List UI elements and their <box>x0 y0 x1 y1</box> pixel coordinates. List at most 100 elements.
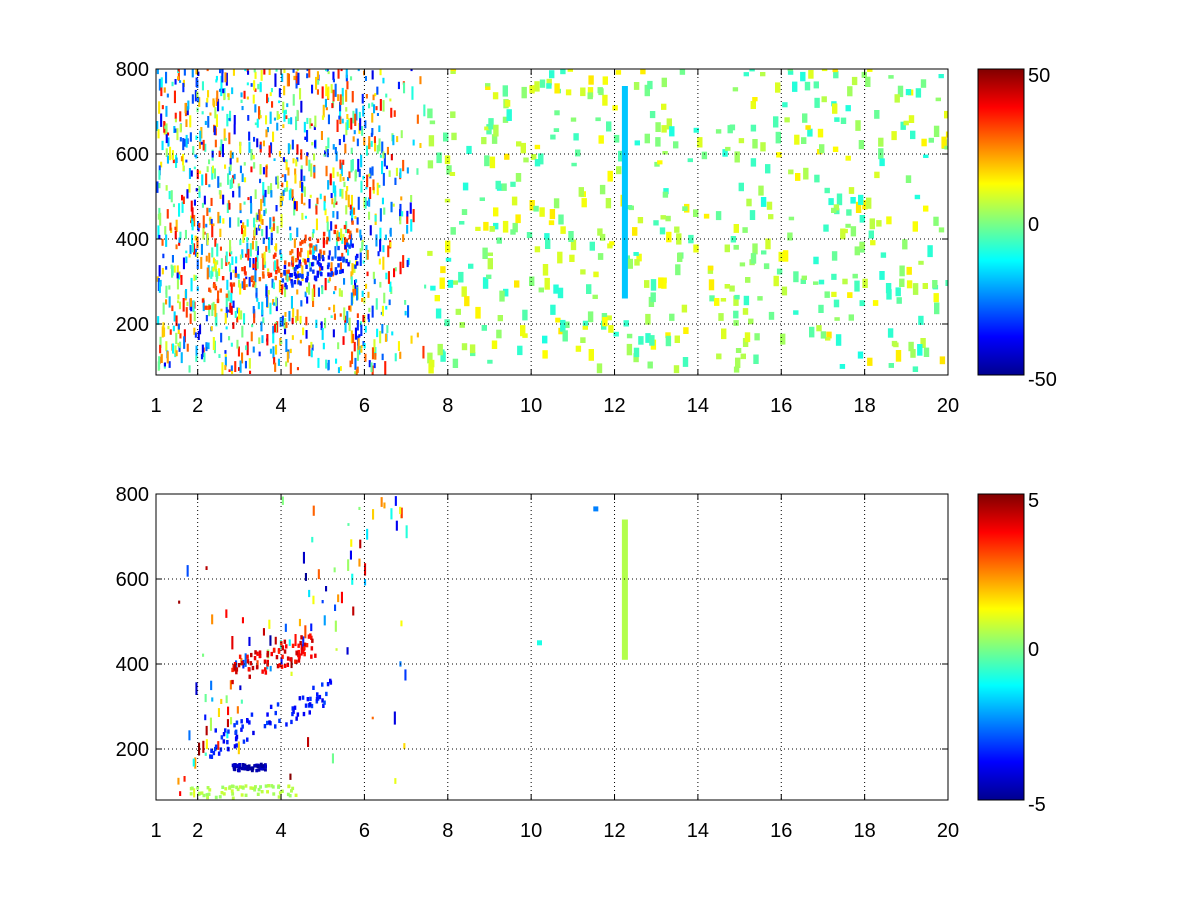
heatmap-cell <box>196 79 199 88</box>
heatmap-cell <box>208 788 212 792</box>
heatmap-cell <box>268 720 271 725</box>
heatmap-cell <box>341 252 344 258</box>
heatmap-cell <box>364 197 367 209</box>
heatmap-cell <box>276 259 279 269</box>
heatmap-cell <box>744 332 751 343</box>
heatmap-cell <box>347 559 350 571</box>
heatmap-cell <box>716 353 722 360</box>
heatmap-cell <box>222 88 225 94</box>
heatmap-cell <box>216 90 219 102</box>
heatmap-cell <box>168 191 171 200</box>
heatmap-cell <box>335 201 338 205</box>
heatmap-cell <box>174 128 177 133</box>
heatmap-cell <box>328 277 331 282</box>
heatmap-cell <box>228 132 231 145</box>
heatmap-cell <box>340 290 343 297</box>
heatmap-cell <box>655 137 661 147</box>
heatmap-cell <box>504 100 511 107</box>
heatmap-cell <box>259 785 262 789</box>
heatmap-cell <box>323 201 326 211</box>
heatmap-cell <box>275 205 278 212</box>
heatmap-cell <box>850 226 857 237</box>
heatmap-cell <box>295 274 298 279</box>
heatmap-cell <box>219 69 222 72</box>
heatmap-cell <box>371 102 374 107</box>
heatmap-cell <box>821 96 827 103</box>
heatmap-cell <box>291 189 294 198</box>
heatmap-cell <box>895 350 902 362</box>
heatmap-cell <box>156 121 159 131</box>
heatmap-cell <box>419 143 422 148</box>
heatmap-cell <box>339 173 342 182</box>
heatmap-cell <box>311 232 314 238</box>
heatmap-cell <box>193 166 196 170</box>
heatmap-cell <box>337 94 340 101</box>
heatmap-cell <box>233 115 236 125</box>
heatmap-cell <box>278 280 281 293</box>
y-tick-label: 200 <box>116 314 149 336</box>
heatmap-cell <box>220 258 223 270</box>
heatmap-cell <box>287 167 290 176</box>
heatmap-cell <box>523 157 529 163</box>
heatmap-cell <box>423 104 426 117</box>
heatmap-cell <box>325 165 328 177</box>
heatmap-cell <box>268 273 271 278</box>
heatmap-cell <box>264 208 267 214</box>
heatmap-cell <box>272 216 275 222</box>
heatmap-cell <box>565 89 572 96</box>
heatmap-cell <box>261 271 265 276</box>
heatmap-cell <box>346 311 349 324</box>
heatmap-cell <box>285 361 288 367</box>
heatmap-cell <box>914 194 921 200</box>
heatmap-cell <box>917 344 923 356</box>
heatmap-cell <box>336 119 339 132</box>
heatmap-cell <box>918 260 924 265</box>
heatmap-cell <box>239 141 242 154</box>
heatmap-cell <box>235 764 239 768</box>
heatmap-cell <box>293 280 297 285</box>
heatmap-cell <box>184 229 187 240</box>
heatmap-cell <box>735 357 741 368</box>
heatmap-cell <box>462 182 469 191</box>
heatmap-cell <box>383 292 386 304</box>
heatmap-cell <box>364 120 367 129</box>
heatmap-cell <box>161 238 164 246</box>
heatmap-cell <box>240 793 244 797</box>
heatmap-cell <box>325 84 328 97</box>
heatmap-cell <box>194 89 197 102</box>
heatmap-cell <box>320 321 323 331</box>
heatmap-cell <box>362 341 365 346</box>
heatmap-cell <box>612 105 618 111</box>
heatmap-cell <box>293 198 296 204</box>
heatmap-cell <box>412 139 415 146</box>
heatmap-cell <box>304 136 307 140</box>
heatmap-cell <box>159 336 162 348</box>
heatmap-cell <box>309 250 312 255</box>
heatmap-cell <box>212 100 215 108</box>
heatmap-cell <box>161 105 164 110</box>
heatmap-cell <box>910 130 916 140</box>
heatmap-cell <box>867 357 873 366</box>
heatmap-cell <box>504 153 510 160</box>
heatmap-cell <box>202 653 205 657</box>
heatmap-cell <box>285 161 288 171</box>
heatmap-cell <box>169 222 172 231</box>
heatmap-cell <box>332 144 335 150</box>
heatmap-cell <box>368 173 371 177</box>
heatmap-cell <box>587 311 594 323</box>
heatmap-cell <box>189 298 192 307</box>
heatmap-cell <box>489 226 495 232</box>
heatmap-cell <box>878 137 884 147</box>
heatmap-cell <box>245 765 249 769</box>
heatmap-cell <box>626 343 633 356</box>
heatmap-cell <box>317 287 320 297</box>
heatmap-cell <box>314 140 317 148</box>
heatmap-cell <box>205 739 208 750</box>
heatmap-cell <box>228 202 231 210</box>
heatmap-cell <box>226 731 229 739</box>
heatmap-cell <box>394 267 397 272</box>
heatmap-cell <box>383 153 386 167</box>
heatmap-cell <box>496 237 502 244</box>
heatmap-cell <box>231 152 234 159</box>
